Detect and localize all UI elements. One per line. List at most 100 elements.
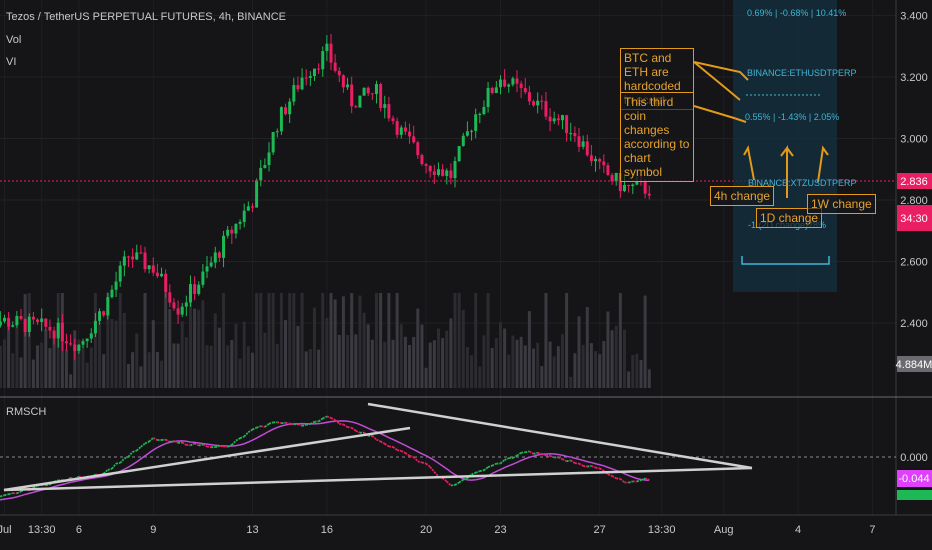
volume-bar <box>40 342 44 388</box>
candle-body <box>366 87 370 94</box>
rmsch-line-segment <box>260 425 266 428</box>
rmsch-line-segment <box>165 438 171 443</box>
volume-bar <box>93 293 97 388</box>
candle-body <box>379 84 383 108</box>
time-tick: 20 <box>420 524 432 536</box>
volume-bar <box>197 309 201 388</box>
candle-body <box>449 170 453 179</box>
rmsch-line-segment <box>239 435 245 439</box>
volume-bar <box>36 345 40 388</box>
candle-body <box>56 322 60 339</box>
price-tick: 3.000 <box>900 133 928 145</box>
candle-body <box>527 92 531 102</box>
volume-bar <box>188 293 192 388</box>
volume-bar <box>19 357 23 388</box>
rmsch-line-segment <box>8 492 13 496</box>
volume-bar <box>296 325 300 388</box>
rmsch-line-segment <box>611 475 617 480</box>
rmsch-line-segment <box>351 427 357 432</box>
rmsch-line-segment <box>127 451 134 458</box>
volume-bar <box>0 345 2 388</box>
volume-bar <box>135 333 139 388</box>
candle-body <box>399 127 403 135</box>
candle-body <box>337 70 341 76</box>
candle-body <box>589 155 593 162</box>
rmsch-line-segment <box>421 461 427 465</box>
volume-bar <box>255 293 259 388</box>
price-tick: 2.400 <box>900 318 928 330</box>
volume-bar <box>589 343 593 388</box>
volume-bar <box>126 364 130 388</box>
rmsch-line-segment <box>525 450 530 454</box>
volume-bar <box>544 293 548 388</box>
rmsch-line-segment <box>285 421 290 425</box>
candle-body <box>118 265 122 282</box>
volume-tag <box>897 356 932 372</box>
panel-symbol2: BINANCE:XTZUSDTPERP <box>748 178 857 188</box>
volume-bar <box>556 346 560 388</box>
volume-bar <box>242 321 246 388</box>
rmsch-line-segment <box>599 467 605 472</box>
candle-body <box>188 284 192 303</box>
rmsch-line-segment <box>140 442 146 448</box>
volume-bar <box>602 341 606 388</box>
volume-bar <box>490 348 494 388</box>
volume-bar <box>164 293 168 388</box>
volume-bar <box>565 293 569 388</box>
rmsch-line-segment <box>103 469 109 475</box>
volume-bar <box>594 351 598 388</box>
rmsch-line-segment <box>215 445 220 449</box>
volume-bar <box>271 293 275 388</box>
volume-bar <box>98 321 102 388</box>
volume-bar <box>259 293 263 388</box>
rmsch-line-segment <box>190 442 196 447</box>
volume-bar <box>238 358 242 388</box>
volume-bar <box>527 311 531 388</box>
candle-body <box>135 252 139 260</box>
rmsch-line-segment <box>454 481 460 486</box>
volume-bar <box>44 329 48 388</box>
rmsch-line-segment <box>0 494 5 498</box>
price-tick: 2.800 <box>900 195 928 207</box>
rmsch-line-segment <box>583 464 588 468</box>
volume-bar <box>577 316 581 388</box>
volume-bar <box>515 339 519 388</box>
vol-label: Vol <box>6 34 22 46</box>
volume-bar <box>131 352 135 388</box>
candle-body <box>184 302 188 307</box>
volume-bar <box>412 336 416 388</box>
volume-bar <box>362 312 366 388</box>
candle-body <box>180 306 184 315</box>
candle-body <box>126 256 130 258</box>
candle-body <box>7 317 11 327</box>
candle-body <box>213 252 217 263</box>
volume-bar <box>478 366 482 388</box>
volume-bar <box>366 324 370 388</box>
volume-bar <box>31 359 35 388</box>
rmsch-line-segment <box>235 437 241 442</box>
candle-body <box>242 210 246 222</box>
candles <box>0 33 651 360</box>
candle-body <box>288 101 292 115</box>
candle-body <box>73 344 77 351</box>
candle-body <box>556 118 560 121</box>
candle-body <box>490 87 494 94</box>
rmsch-line-segment <box>301 423 307 427</box>
rmsch-line-segment <box>124 455 129 460</box>
candle-body <box>362 87 366 96</box>
volume-bar <box>193 308 197 388</box>
candle-body <box>569 133 573 135</box>
volume-bar <box>643 295 647 388</box>
rmsch-line-segment <box>396 449 402 452</box>
volume-bar <box>470 355 474 388</box>
volume-bar <box>102 354 106 388</box>
candle-body <box>565 115 569 134</box>
rmsch-line-segment <box>491 462 497 467</box>
countdown-label: 34:30 <box>900 213 928 225</box>
volume-bar <box>180 321 184 388</box>
time-tick: 13 <box>246 524 258 536</box>
time-tick: 13:30 <box>648 524 676 536</box>
rmsch-line-segment <box>549 455 555 459</box>
chart-title: Tezos / TetherUS PERPETUAL FUTURES, 4h, … <box>6 11 286 23</box>
